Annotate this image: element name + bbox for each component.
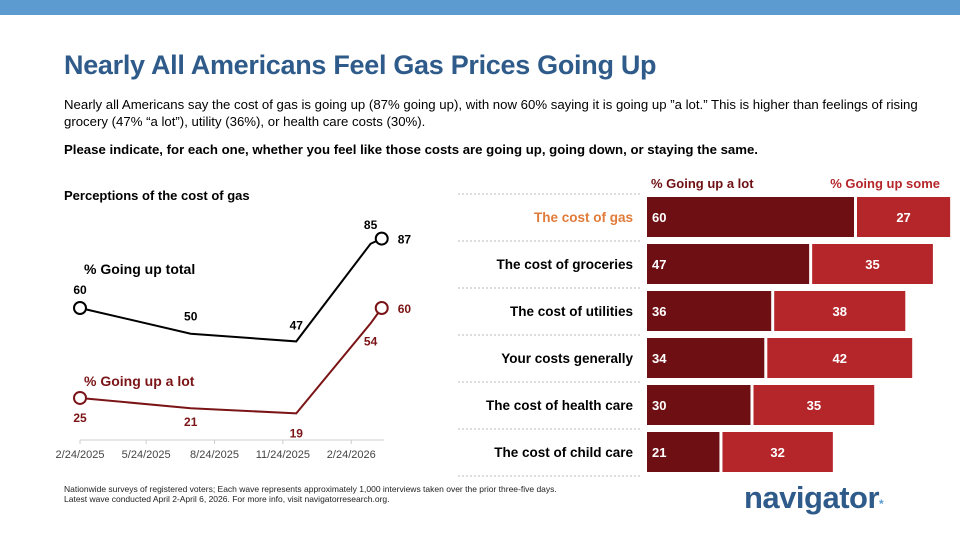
data-label: 60 (398, 302, 412, 316)
x-tick-label: 2/24/2026 (327, 449, 376, 461)
top-accent-bar (0, 0, 960, 15)
category-label: The cost of child care (494, 445, 633, 460)
bar-value-label: 35 (865, 257, 879, 272)
data-point-marker (374, 231, 389, 246)
bar-value-label: 47 (652, 257, 666, 272)
bar-value-label: 32 (770, 445, 784, 460)
category-label: The cost of health care (486, 398, 634, 413)
page-title: Nearly All Americans Feel Gas Prices Goi… (64, 50, 657, 80)
category-label: The cost of utilities (510, 304, 633, 319)
data-point-marker (73, 390, 87, 405)
data-label: 50 (184, 310, 198, 324)
navigator-logo: navigator* (744, 480, 884, 516)
footnote-line: Latest wave conducted April 2-April 6, 2… (64, 494, 390, 504)
category-label: The cost of gas (534, 210, 633, 225)
data-label: 60 (73, 283, 87, 297)
logo-star-icon: * (879, 497, 884, 511)
bar-some (767, 338, 913, 378)
data-label: 25 (73, 411, 87, 425)
bar-a-lot (647, 291, 772, 331)
bar-value-label: 42 (833, 351, 847, 366)
category-label: Your costs generally (501, 351, 633, 366)
data-label: 19 (290, 426, 304, 440)
data-point-marker (374, 301, 389, 315)
bar-a-lot (647, 432, 720, 472)
series-label: % Going up total (84, 261, 195, 277)
bar-some (812, 244, 933, 284)
x-tick-label: 11/24/2025 (256, 449, 310, 461)
series-line (79, 307, 383, 415)
data-label: 47 (290, 318, 304, 332)
line-chart-title: Perceptions of the cost of gas (64, 188, 250, 203)
bar-a-lot (647, 385, 751, 425)
bar-a-lot (647, 197, 854, 237)
bar-some (857, 197, 951, 237)
footnote-line: Nationwide surveys of registered voters;… (64, 484, 557, 494)
bar-some (753, 385, 875, 425)
bar-value-label: 35 (807, 398, 821, 413)
footnote: Nationwide surveys of registered voters;… (64, 484, 557, 504)
bar-value-label: 21 (652, 445, 666, 460)
legend-a-lot: % Going up a lot (651, 176, 754, 191)
data-point-marker (73, 301, 87, 315)
subtitle: Nearly all Americans say the cost of gas… (64, 97, 918, 129)
x-tick-label: 5/24/2025 (122, 449, 171, 461)
bar-some (722, 432, 833, 472)
bar-value-label: 36 (652, 304, 666, 319)
bar-a-lot (647, 244, 810, 284)
data-label: 54 (364, 334, 378, 348)
category-label: The cost of groceries (496, 257, 633, 272)
legend-some: % Going up some (830, 176, 940, 191)
x-tick-label: 8/24/2025 (190, 449, 239, 461)
series-label: % Going up a lot (84, 373, 195, 389)
question-text: Please indicate, for each one, whether y… (64, 142, 758, 157)
bar-value-label: 30 (652, 398, 666, 413)
bar-value-label: 38 (833, 304, 847, 319)
bar-value-label: 34 (652, 351, 667, 366)
bar-a-lot (647, 338, 765, 378)
logo-text: navigator (744, 480, 880, 515)
bar-value-label: 27 (896, 210, 910, 225)
data-label: 21 (184, 415, 198, 429)
series-line (79, 237, 383, 343)
data-label: 85 (364, 218, 378, 232)
bar-value-label: 60 (652, 210, 666, 225)
x-tick-label: 2/24/2025 (56, 449, 105, 461)
bar-some (774, 291, 906, 331)
data-label: 87 (398, 233, 412, 247)
